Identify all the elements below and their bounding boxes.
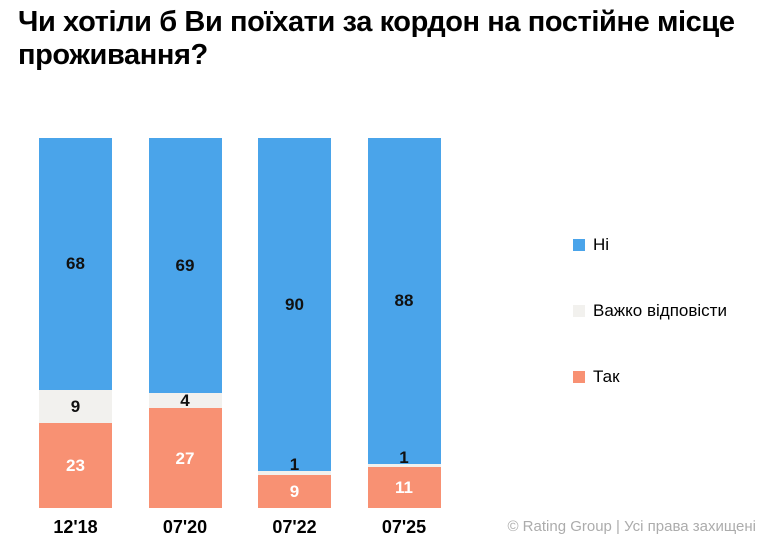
bar-segment-07'22-0 bbox=[258, 138, 331, 471]
category-label-12'18: 12'18 bbox=[53, 517, 98, 537]
category-label-07'22: 07'22 bbox=[272, 517, 317, 537]
legend-swatch-icon bbox=[573, 305, 585, 317]
bar-segment-07'22-2 bbox=[258, 474, 331, 508]
legend-swatch-icon bbox=[573, 239, 585, 251]
bar-segment-07'22-1 bbox=[258, 471, 331, 475]
bar-segment-07'25-2 bbox=[367, 467, 441, 508]
bar-segment-07'20-1 bbox=[148, 393, 222, 409]
bar-segment-07'25-0 bbox=[367, 138, 441, 464]
legend-item-0: Ні bbox=[573, 236, 609, 254]
legend-label: Важко відповісти bbox=[593, 301, 727, 320]
category-label-07'20: 07'20 bbox=[162, 517, 208, 537]
bar-segment-07'25-1 bbox=[367, 463, 441, 468]
bar-segment-07'20-2 bbox=[148, 408, 222, 508]
bar-segment-12'18-1 bbox=[39, 389, 112, 423]
bar-segment-07'20-0 bbox=[148, 138, 222, 394]
legend: Ні Важко відповісти Так bbox=[573, 0, 763, 558]
category-label-07'25: 07'25 bbox=[381, 517, 427, 537]
attribution-text: © Rating Group | Усі права захищені bbox=[507, 518, 756, 535]
legend-label: Так bbox=[593, 367, 620, 386]
legend-item-2: Так bbox=[573, 368, 620, 386]
bar-segment-12'18-2 bbox=[39, 422, 112, 508]
legend-label: Ні bbox=[593, 235, 610, 254]
legend-item-1: Важко відповісти bbox=[573, 302, 727, 320]
chart-title: Чи хотіли б Ви поїхати за кордон на пост… bbox=[18, 6, 735, 71]
legend-swatch-icon bbox=[573, 371, 585, 383]
bar-segment-12'18-0 bbox=[39, 138, 112, 390]
